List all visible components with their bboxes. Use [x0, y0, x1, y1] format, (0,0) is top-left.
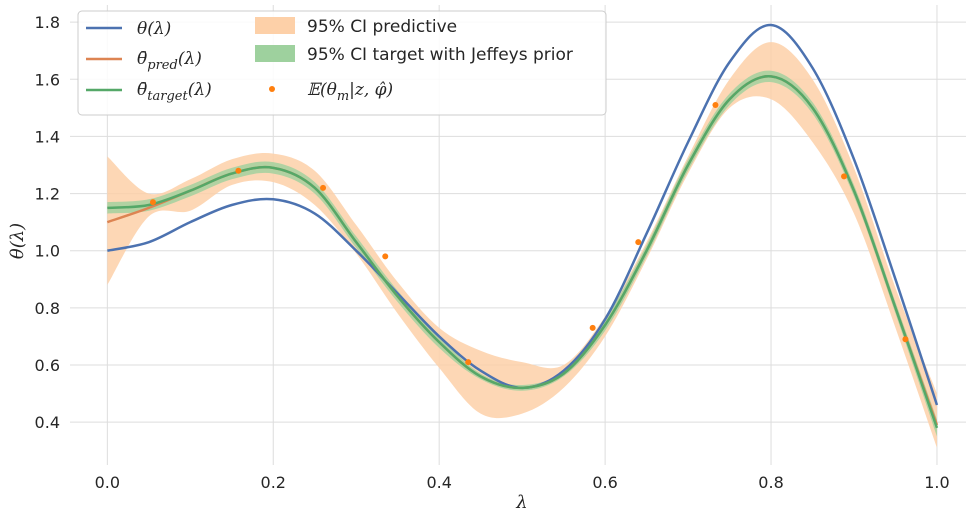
legend-expectation-rest: |z, φ̂)	[349, 80, 393, 100]
expectation-point	[635, 239, 642, 246]
expectation-point	[841, 173, 848, 180]
legend-expectation-sub: m	[337, 89, 349, 104]
ci-predictive-band	[107, 42, 937, 448]
legend-theta-pred-arg: (λ)	[178, 49, 202, 69]
legend-ci-target-label: 95% CI target with Jeffeys prior	[307, 45, 573, 65]
legend-theta-target-sub: target	[147, 89, 188, 104]
y-axis-label: θ(λ)	[7, 223, 28, 259]
legend-theta-pred-sub: pred	[147, 58, 178, 73]
y-tick-label: 1.6	[35, 70, 60, 89]
expectation-points	[149, 102, 909, 366]
x-tick-label: 0.2	[261, 473, 286, 492]
y-tick-label: 1.4	[35, 127, 60, 146]
legend: θ(λ) θ̄pred(λ) θ̄target(λ) 95% CI predic…	[77, 10, 607, 116]
x-tick-label: 0.4	[426, 473, 451, 492]
expectation-point	[382, 253, 389, 260]
legend-ci-predictive-label: 95% CI predictive	[307, 17, 457, 37]
legend-expectation-swatch	[269, 86, 275, 92]
y-tick-label: 1.2	[35, 185, 60, 204]
expectation-point	[235, 167, 242, 174]
expectation-point	[902, 336, 909, 343]
x-tick-label: 0.0	[95, 473, 120, 492]
y-tick-label: 1.8	[35, 13, 60, 32]
legend-ci-predictive-swatch	[255, 17, 295, 34]
x-tick-label: 0.8	[758, 473, 783, 492]
x-tick-label: 0.6	[592, 473, 617, 492]
legend-expectation-label: 𝔼(θm|z, φ̂)	[307, 80, 393, 104]
legend-expectation-symbol: 𝔼(θ	[307, 80, 337, 100]
theta-target-line	[107, 75, 939, 429]
ci-bands	[107, 42, 937, 448]
legend-ci-target-swatch	[255, 45, 295, 62]
x-tick-label: 1.0	[924, 473, 949, 492]
expectation-point	[320, 184, 327, 191]
legend-theta-target-arg: (λ)	[188, 80, 212, 100]
x-axis-label: λ	[515, 492, 527, 513]
expectation-point	[712, 102, 719, 108]
y-tick-label: 1.0	[35, 242, 60, 261]
legend-theta-pred-label: θ̄pred(λ)	[137, 49, 202, 73]
legend-theta-label: θ(λ)	[137, 19, 171, 39]
y-tick-labels: 0.4 0.6 0.8 1.0 1.2 1.4 1.6 1.8	[35, 13, 60, 432]
expectation-point	[589, 324, 596, 331]
legend-box	[77, 10, 607, 116]
y-tick-label: 0.6	[35, 356, 60, 375]
expectation-point	[149, 199, 156, 206]
theta-line	[107, 23, 939, 406]
y-tick-label: 0.8	[35, 299, 60, 318]
series-lines	[106, 23, 939, 429]
legend-theta-target-symbol: θ̄	[137, 80, 147, 100]
y-tick-label: 0.4	[35, 413, 60, 432]
expectation-point	[465, 359, 472, 366]
x-tick-labels: 0.0 0.2 0.4 0.6 0.8 1.0	[95, 473, 950, 492]
legend-theta-pred-symbol: θ̄	[137, 49, 147, 69]
legend-theta-target-label: θ̄target(λ)	[137, 80, 212, 104]
